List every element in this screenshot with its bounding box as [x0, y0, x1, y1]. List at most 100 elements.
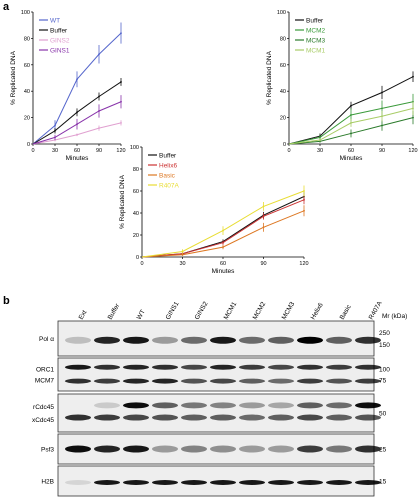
- blot-row-1: Pol α 250 150: [39, 320, 390, 357]
- blot-band: [268, 378, 294, 384]
- blot-band: [210, 480, 236, 485]
- blot-band: [268, 480, 294, 485]
- charts-group: 0 20 40 60 80 100 0 30 60 90 120 Minutes % Replicate…: [10, 10, 418, 275]
- blot-band: [297, 480, 323, 485]
- y-tick-label: 60: [280, 63, 286, 69]
- x-axis-label: Minutes: [66, 155, 90, 162]
- mw-marker-label: 75: [379, 378, 387, 385]
- y-tick-label: 40: [24, 89, 30, 95]
- blot-band: [268, 364, 294, 370]
- y-tick-label: 80: [280, 36, 286, 42]
- blot-band: [210, 378, 236, 384]
- protein-label: rCdc45: [33, 404, 54, 411]
- blot-band: [355, 480, 381, 485]
- y-tick-label: 100: [277, 10, 286, 16]
- blot-band: [355, 336, 381, 344]
- legend-label: Buffer: [50, 28, 68, 35]
- protein-label: H2B: [41, 479, 54, 486]
- data-point: [350, 104, 352, 107]
- data-point: [319, 136, 321, 139]
- legend-label: GINS1: [50, 48, 70, 55]
- data-point: [303, 190, 305, 192]
- protein-label: ORC1: [36, 367, 54, 374]
- chart-2: 0 20 40 60 80 100 0 30 60 90 120 Minutes % Replicate…: [266, 10, 418, 162]
- data-point: [76, 111, 78, 114]
- data-point: [222, 241, 224, 244]
- y-axis-label: % Replicated DNA: [266, 50, 273, 104]
- data-point: [120, 32, 122, 35]
- lane-label: MCM3: [281, 301, 297, 321]
- data-point: [76, 78, 78, 81]
- blot-band: [94, 480, 120, 485]
- blot-band: [181, 336, 207, 344]
- blot-band: [152, 336, 178, 344]
- data-point: [76, 123, 78, 126]
- blot-band: [65, 414, 91, 421]
- data-point: [98, 110, 100, 112]
- data-point: [54, 124, 56, 127]
- blot-band: [181, 480, 207, 485]
- data-point: [350, 132, 352, 135]
- x-tick-label: 0: [287, 148, 290, 154]
- blot-band: [123, 364, 149, 370]
- blot-band: [239, 414, 265, 421]
- blot-band: [297, 402, 323, 409]
- blot-row-3: rCdc45 xCdc45 50: [32, 393, 387, 433]
- data-point: [54, 139, 56, 141]
- data-point: [319, 140, 321, 143]
- data-point: [98, 95, 100, 98]
- y-tick-label: 0: [27, 142, 30, 148]
- blot-band: [210, 336, 236, 344]
- blot-band: [326, 480, 352, 485]
- data-point: [262, 205, 265, 208]
- lane-label: GINS1: [165, 300, 181, 321]
- blot-band: [239, 364, 265, 370]
- data-point: [120, 100, 122, 103]
- blot-band: [94, 336, 120, 344]
- blot-band: [94, 402, 120, 409]
- blot-band: [326, 378, 352, 384]
- data-point: [350, 114, 352, 116]
- lane-label: Ext: [78, 309, 89, 321]
- x-tick-label: 30: [179, 261, 185, 267]
- blot-band: [123, 445, 149, 453]
- data-point: [262, 215, 265, 218]
- x-axis-label: Minutes: [340, 155, 364, 162]
- blot-band: [152, 378, 178, 384]
- x-tick-label: 120: [408, 148, 417, 154]
- y-axis-label: % Replicated DNA: [10, 50, 17, 104]
- data-point: [120, 81, 122, 83]
- y-tick-label: 60: [24, 63, 30, 69]
- data-point: [412, 75, 414, 78]
- blot-band: [355, 378, 381, 384]
- legend-label: Helix6: [159, 163, 177, 170]
- x-tick-label: 90: [96, 148, 102, 154]
- data-point: [319, 139, 321, 141]
- y-tick-label: 80: [24, 36, 30, 42]
- blot-band: [210, 402, 236, 409]
- data-point: [222, 246, 224, 249]
- blot-band: [152, 445, 178, 453]
- blot-band: [355, 445, 381, 453]
- lane-label: Helix6: [310, 302, 325, 321]
- blot-band: [123, 480, 149, 485]
- blot-band: [65, 378, 91, 384]
- legend-label: Basic: [159, 173, 176, 180]
- legend-label: MCM3: [306, 38, 326, 45]
- blot-band: [355, 402, 381, 409]
- lane-label: MCM2: [252, 301, 268, 321]
- data-point: [381, 124, 383, 127]
- data-point: [412, 116, 414, 119]
- data-point: [303, 209, 305, 212]
- blot-row-2: ORC1 MCM7 100 75: [35, 357, 390, 392]
- mw-marker-label: 100: [379, 367, 390, 374]
- protein-label: Psf3: [41, 447, 54, 454]
- y-axis-label: % Replicated DNA: [119, 174, 126, 228]
- mw-marker-label: 15: [379, 479, 387, 486]
- mw-marker-label: 25: [379, 447, 387, 454]
- y-tick-label: 60: [133, 189, 139, 195]
- blot-band: [65, 364, 91, 370]
- protein-label: xCdc45: [32, 417, 54, 424]
- blot-band: [268, 402, 294, 409]
